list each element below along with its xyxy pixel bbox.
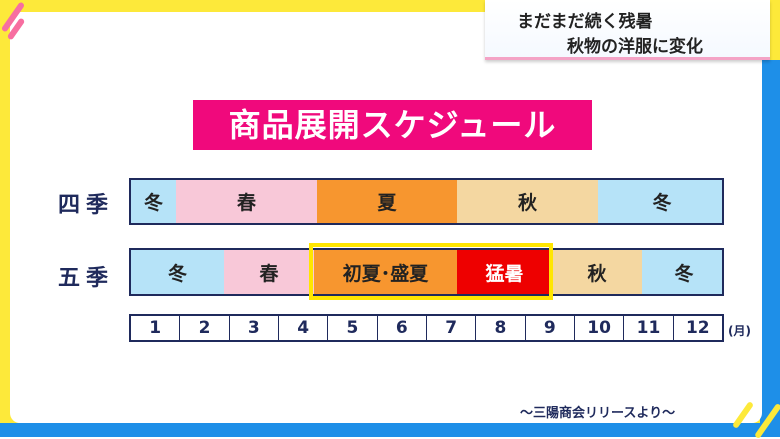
month-1: 1: [131, 316, 181, 340]
month-4: 4: [279, 316, 329, 340]
four-seasons-bar: 冬 春 夏 秋 冬: [129, 178, 724, 225]
month-unit: (月): [728, 324, 751, 338]
headline-line1: まだまだ続く残暑: [517, 12, 653, 32]
segment-winter: 冬: [131, 180, 176, 223]
segment-spring: 春: [176, 180, 317, 223]
month-6: 6: [378, 316, 427, 340]
month-9: 9: [526, 316, 575, 340]
row-label-five-seasons: 五季: [58, 266, 115, 291]
source-credit: ～三陽商会リリースより～: [520, 406, 676, 421]
segment-winter: 冬: [131, 250, 224, 294]
month-11: 11: [624, 316, 674, 340]
headline-line2: 秋物の洋服に変化: [567, 37, 703, 57]
month-7: 7: [427, 316, 477, 340]
segment-extreme-heat: 猛暑: [457, 250, 552, 294]
five-seasons-bar: 冬 春 初夏･盛夏 猛暑 秋 冬: [129, 248, 724, 296]
segment-autumn: 秋: [457, 180, 598, 223]
segment-winter: 冬: [642, 250, 722, 294]
month-scale: 1 2 3 4 5 6 7 8 9 10 11 12: [129, 314, 724, 342]
segment-winter: 冬: [598, 180, 722, 223]
month-3: 3: [230, 316, 279, 340]
frame-blue-right: [760, 60, 780, 437]
segment-autumn: 秋: [552, 250, 642, 294]
news-headline: まだまだ続く残暑 秋物の洋服に変化: [485, 0, 770, 60]
month-2: 2: [180, 316, 230, 340]
segment-summer: 夏: [317, 180, 457, 223]
segment-early-mid-summer: 初夏･盛夏: [314, 250, 457, 294]
segment-spring: 春: [224, 250, 314, 294]
row-label-four-seasons: 四季: [58, 193, 115, 218]
month-8: 8: [476, 316, 526, 340]
month-5: 5: [328, 316, 378, 340]
frame-blue-bottom: [0, 423, 780, 437]
month-10: 10: [575, 316, 625, 340]
page-title: 商品展開スケジュール: [193, 100, 592, 150]
month-12: 12: [685, 318, 710, 338]
